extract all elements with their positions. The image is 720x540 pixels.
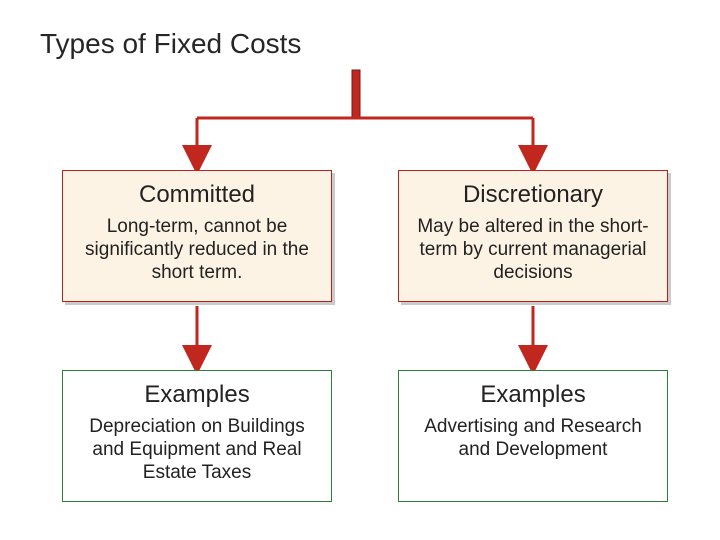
examples-box-left: Examples Depreciation on Buildings and E… bbox=[62, 370, 332, 502]
type-box-discretionary: Discretionary May be altered in the shor… bbox=[398, 170, 668, 302]
type-heading-left: Committed bbox=[75, 181, 319, 209]
type-body-right: May be altered in the short-term by curr… bbox=[411, 215, 655, 285]
examples-body-right: Advertising and Research and Development bbox=[411, 415, 655, 461]
examples-body-left: Depreciation on Buildings and Equipment … bbox=[75, 415, 319, 485]
examples-heading-left: Examples bbox=[75, 381, 319, 409]
page-title: Types of Fixed Costs bbox=[40, 28, 301, 60]
type-body-left: Long-term, cannot be significantly reduc… bbox=[75, 215, 319, 285]
stem-rect bbox=[352, 70, 360, 118]
type-box-committed: Committed Long-term, cannot be significa… bbox=[62, 170, 332, 302]
type-heading-right: Discretionary bbox=[411, 181, 655, 209]
examples-heading-right: Examples bbox=[411, 381, 655, 409]
examples-box-right: Examples Advertising and Research and De… bbox=[398, 370, 668, 502]
